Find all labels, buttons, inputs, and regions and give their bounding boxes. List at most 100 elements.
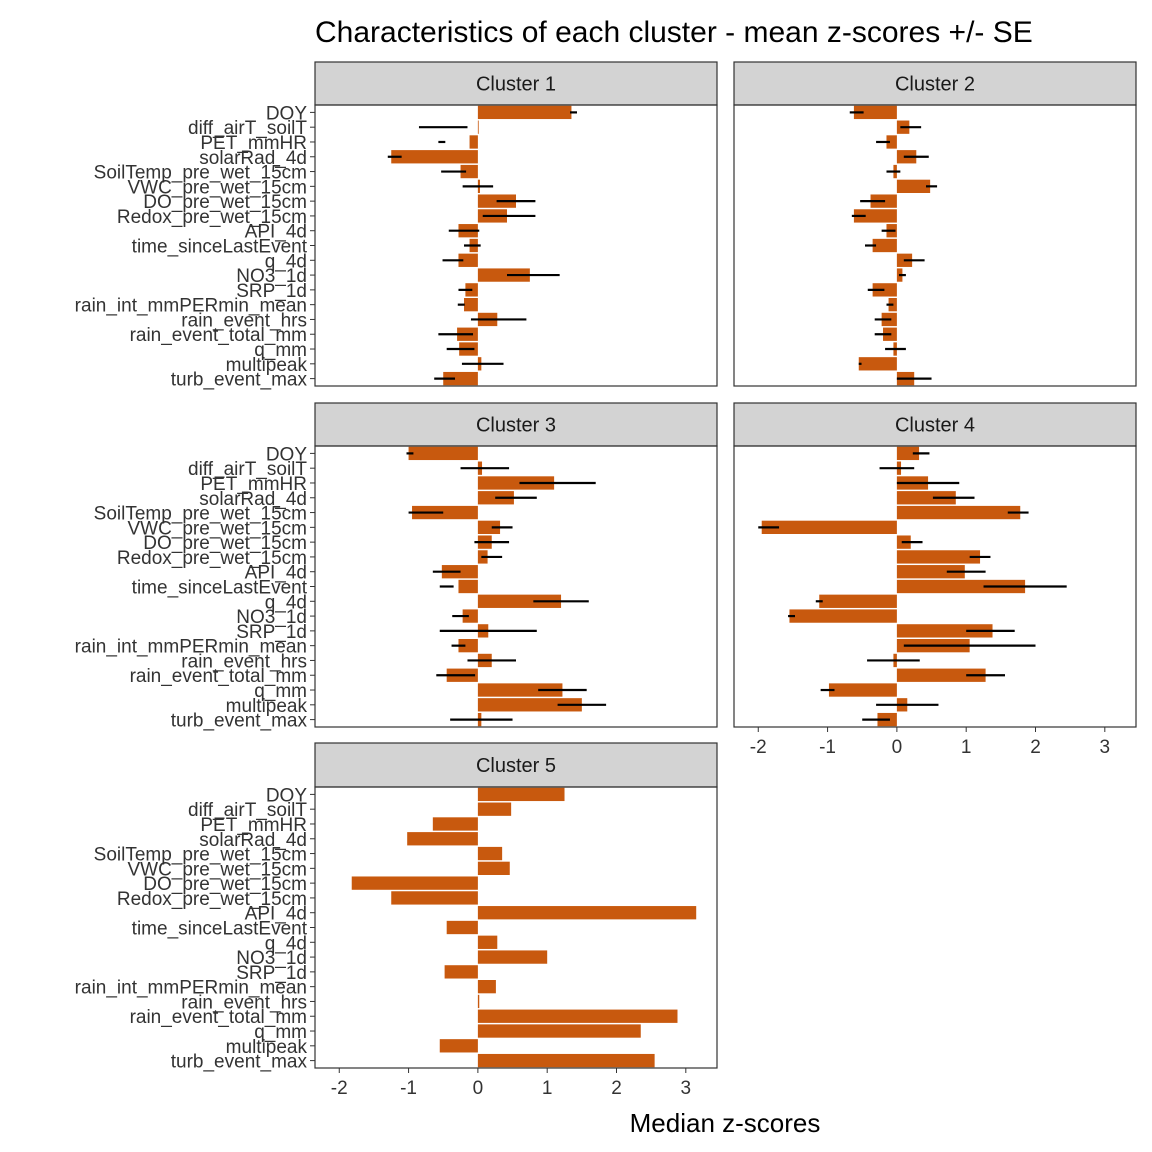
y-tick-label: NO3_1d [236,266,307,287]
y-tick-label: VWC_pre_wet_15cm [127,859,307,880]
y-tick-label: q_4d [265,592,307,613]
facet-strip [733,402,1137,447]
bar [443,371,478,386]
y-tick-label: DOY [266,785,308,806]
y-tick-label: API_4d [245,563,307,584]
y-tick-label: DO_pre_wet_15cm [143,533,307,554]
y-tick-label: DO_pre_wet_15cm [143,874,307,895]
bar [886,135,897,149]
bar [458,579,478,594]
bar [477,105,572,120]
bar [407,832,478,846]
y-tick-label: rain_int_mmPERmin_mean [75,978,307,999]
x-tick-label: -1 [400,1078,417,1099]
y-tick-label: SRP_1d [236,963,307,984]
y-tick-label: Redox_pre_wet_15cm [117,548,307,569]
bar [446,920,478,935]
y-tick-label: solarRad_4d [199,489,307,510]
x-axis-label: Median z-scores [630,1108,821,1138]
x-tick-label: 3 [681,1078,692,1099]
y-tick-label: PET_mmHR [200,815,307,836]
bar [477,683,563,697]
facet-panel-border [314,104,718,387]
bar [462,609,478,623]
y-tick-label: time_sinceLastEvent [132,237,308,258]
y-tick-label: rain_event_hrs [181,651,307,672]
bar [896,565,965,579]
bar [391,891,478,905]
bar [477,950,548,964]
y-tick-label: rain_event_total_mm [130,1007,307,1028]
y-tick-label: diff_airT_soilT [188,800,307,821]
y-tick-label: rain_event_total_mm [130,666,307,687]
x-tick-label: 1 [961,737,972,758]
y-tick-label: NO3_1d [236,948,307,969]
y-tick-label: diff_airT_soilT [188,118,307,139]
x-tick-label: 2 [1030,737,1041,758]
bar [477,268,530,282]
y-tick-label: API_4d [245,222,307,243]
facet-panels: Cluster 1DOYdiff_airT_soilTPET_mmHRsolar… [75,61,1137,1099]
facet-strip-label: Cluster 2 [895,74,975,96]
y-tick-label: rain_event_total_mm [130,325,307,346]
bar [896,668,986,682]
bar [789,609,897,623]
bar [896,624,993,638]
bar [872,238,897,253]
y-tick-label: Redox_pre_wet_15cm [117,889,307,910]
bar [477,861,510,875]
bar [477,846,503,861]
y-tick-label: turb_event_max [171,711,308,732]
y-tick-label: rain_int_mmPERmin_mean [75,296,307,317]
facet-strip-label: Cluster 3 [476,415,556,437]
bar [896,446,920,461]
bar [477,520,501,534]
bar [432,817,478,831]
bar [853,209,897,223]
y-tick-label: SRP_1d [236,281,307,302]
x-tick-label: 2 [611,1078,622,1099]
facet-panel-border [733,104,1137,387]
bar [858,357,897,371]
bar [896,505,1021,520]
bar [872,283,897,297]
x-tick-label: 0 [892,737,903,758]
x-tick-label: -2 [331,1078,348,1099]
y-tick-label: SoilTemp_pre_wet_15cm [94,163,307,184]
bar [412,505,478,520]
bar [819,594,897,608]
facet-strip [314,61,718,106]
bar [458,639,478,653]
y-tick-label: multipeak [226,696,308,717]
facet-2: Cluster 2 [733,61,1137,387]
y-tick-label: diff_airT_soilT [188,459,307,480]
bar [477,1009,678,1023]
bar [477,935,498,949]
x-tick-label: -1 [819,737,836,758]
y-tick-label: turb_event_max [171,370,308,391]
y-tick-label: rain_event_hrs [181,992,307,1013]
y-tick-label: q_4d [265,933,307,954]
y-tick-label: q_4d [265,251,307,272]
bar [439,1039,478,1053]
facet-1: Cluster 1 DOYdiff_airT_soilTPET_mmHRsolar… [75,61,718,391]
bar [853,105,897,120]
bar [477,802,512,816]
y-tick-label: multipeak [226,1037,308,1058]
facet-3: Cluster 3 DOYdiff_airT_soilTPET_mmHRsolar… [75,402,718,732]
x-tick-label: -2 [750,737,767,758]
x-tick-label: 1 [542,1078,553,1099]
y-tick-label: VWC_pre_wet_15cm [127,518,307,539]
bar [351,876,478,890]
y-tick-label: q_mm [254,681,307,702]
y-tick-label: time_sinceLastEvent [132,578,308,599]
facet-strip [733,61,1137,106]
y-tick-label: SRP_1d [236,622,307,643]
bar [477,120,479,134]
facet-5: Cluster 5 DOYdiff_airT_soilTPET_mmHRsolar… [75,742,718,1099]
y-tick-label: time_sinceLastEvent [132,919,308,940]
bar [828,683,897,697]
y-tick-label: SoilTemp_pre_wet_15cm [94,845,307,866]
y-tick-label: q_mm [254,340,307,361]
bar [477,698,582,712]
